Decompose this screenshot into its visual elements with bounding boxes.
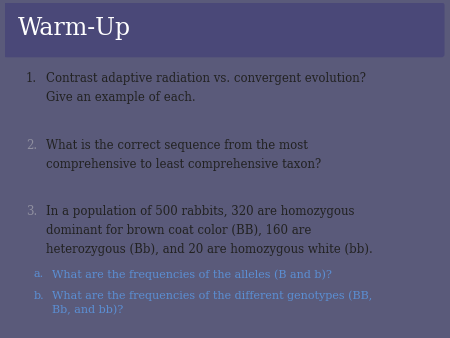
Text: b.: b. [34,291,45,300]
Text: 3.: 3. [26,205,37,218]
FancyBboxPatch shape [4,2,445,57]
Text: Contrast adaptive radiation vs. convergent evolution?
Give an example of each.: Contrast adaptive radiation vs. converge… [45,72,366,104]
Text: What is the correct sequence from the most
comprehensive to least comprehensive : What is the correct sequence from the mo… [45,139,321,171]
Text: 2.: 2. [26,139,37,152]
Text: 1.: 1. [26,72,37,85]
Text: What are the frequencies of the alleles (B and b)?: What are the frequencies of the alleles … [52,269,331,280]
Text: What are the frequencies of the different genotypes (BB,
Bb, and bb)?: What are the frequencies of the differen… [52,291,372,316]
Text: In a population of 500 rabbits, 320 are homozygous
dominant for brown coat color: In a population of 500 rabbits, 320 are … [45,205,373,256]
Text: Warm-Up: Warm-Up [18,17,131,40]
Text: a.: a. [34,269,44,279]
